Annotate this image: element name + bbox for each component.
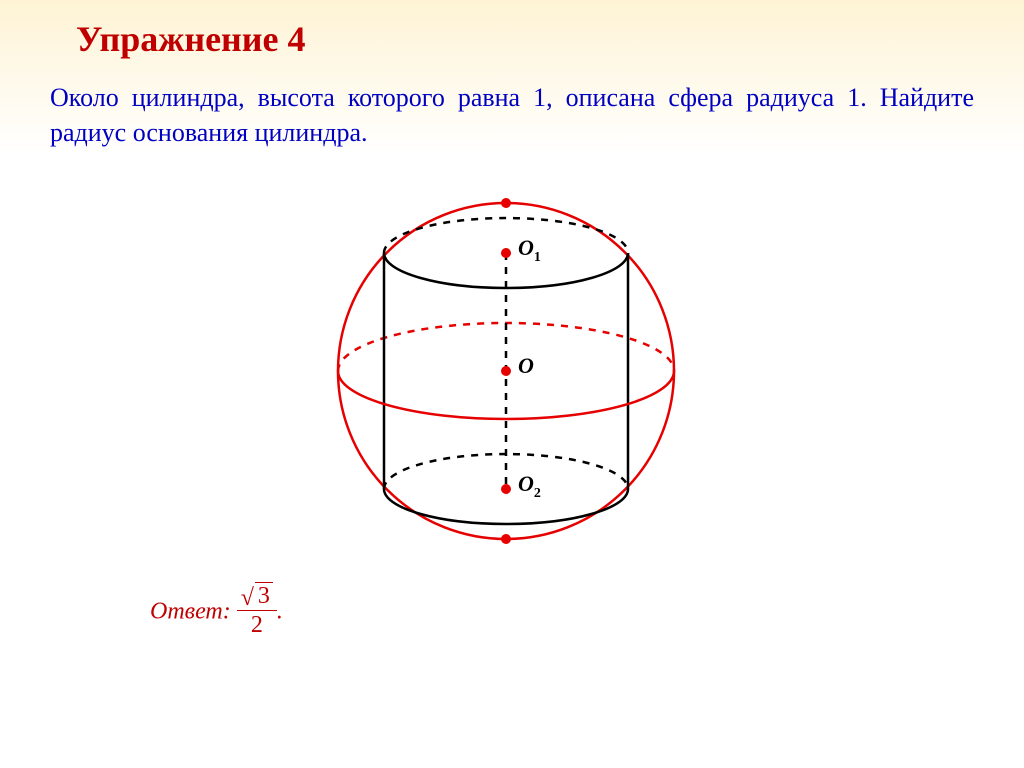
answer-period: .: [277, 598, 283, 624]
answer-fraction: √3 2: [237, 583, 277, 639]
problem-text: Около цилиндра, высота которого равна 1,…: [50, 80, 974, 150]
answer-denominator: 2: [237, 611, 277, 638]
answer-numerator: 3: [255, 582, 273, 609]
svg-text:O2: O2: [518, 471, 541, 501]
slide-title: Упражнение 4: [76, 18, 306, 60]
answer: Ответ: √3 2 .: [150, 585, 283, 641]
svg-text:O: O: [518, 353, 534, 378]
svg-text:O1: O1: [518, 235, 541, 265]
answer-label: Ответ:: [150, 598, 231, 624]
sqrt: √3: [241, 583, 273, 609]
figure-cylinder-in-sphere: O1 O O2: [310, 175, 702, 572]
